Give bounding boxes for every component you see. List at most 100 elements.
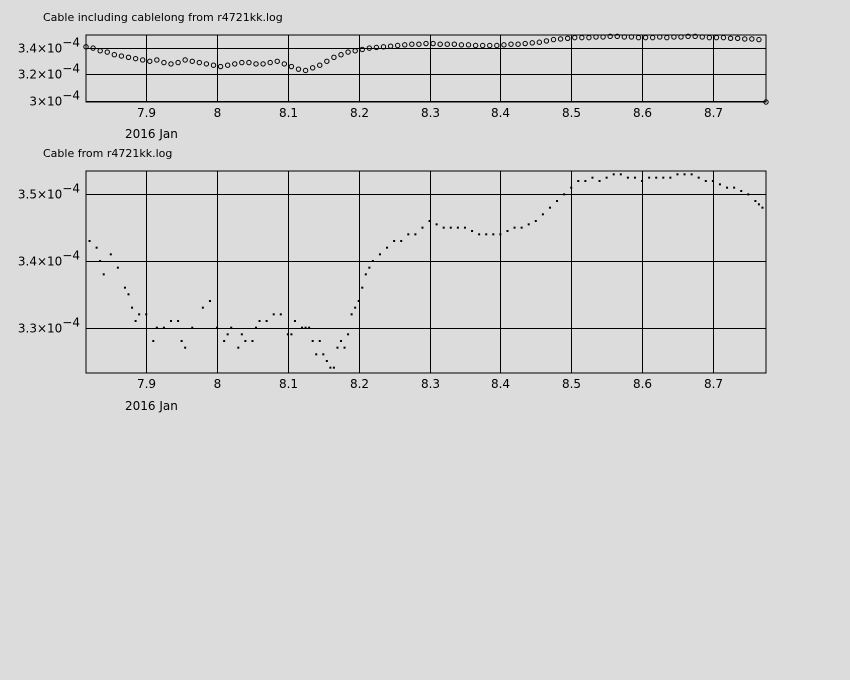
data-point [286,333,289,336]
top-data-points [83,33,769,105]
data-point [99,260,102,262]
data-point [336,346,339,349]
data-point [191,326,194,329]
data-point [676,173,679,176]
x-tick-label: 8.2 [350,377,369,391]
data-point [536,39,543,45]
data-point [699,34,705,40]
data-point [251,340,254,342]
x-tick-label: 8.4 [491,377,510,391]
data-point [704,180,707,182]
y-tick-exponent: −4 [62,316,80,330]
data-point [543,38,550,44]
y-tick-label: 3×10−4 [29,89,80,109]
data-point [311,340,314,342]
data-point [756,36,762,43]
data-point [671,34,677,40]
y-tick-mantissa: 3.5×10 [18,188,62,202]
data-point [619,173,622,176]
data-point [134,320,137,322]
x-tick-label: 8 [214,377,222,391]
data-point [366,45,373,51]
y-tick-mantissa: 3.2×10 [18,68,62,82]
data-point [246,59,252,66]
y-tick-mantissa: 3.3×10 [18,322,62,336]
y-tick-mantissa: 3.4×10 [18,42,62,56]
data-point [359,46,365,53]
data-point [295,66,302,72]
x-tick-label: 8 [214,106,222,120]
bottom-chart-panel: Cable from r4721kk.log 7.9 8 8.1 8.2 8.3 8.4 8… [18,147,767,413]
data-point [572,34,578,41]
data-point [614,33,620,40]
data-point [147,58,153,64]
data-point [501,42,507,48]
y-tick-exponent: −4 [62,249,80,263]
data-point [478,233,481,236]
data-point [90,45,96,51]
data-point [529,40,535,46]
data-point [548,206,551,209]
data-point [628,34,635,40]
data-point [662,176,665,179]
data-point [322,353,325,356]
data-point [557,36,564,42]
data-point [727,35,734,41]
data-point [272,313,275,316]
data-point [315,353,318,356]
data-point [690,173,693,176]
data-point [626,176,629,179]
data-point [485,233,488,236]
top-chart-title: Cable including cablelong from r4721kk.l… [43,11,283,24]
data-point [223,340,226,342]
data-point [757,203,760,206]
data-point [407,233,410,236]
data-point [416,41,422,47]
y-tick-exponent: −4 [62,182,80,196]
data-point [226,333,229,336]
data-point [435,223,438,226]
data-point [711,180,714,182]
data-point [506,230,509,232]
y-tick-exponent: −4 [62,62,80,76]
data-point [577,180,580,182]
top-grid [86,35,766,102]
data-point [635,34,642,41]
data-point [487,42,493,49]
data-point [706,34,713,41]
data-point [393,240,396,242]
data-point [132,55,139,62]
data-point [347,333,350,336]
data-point [182,57,188,63]
data-point [444,41,450,47]
data-point [414,233,417,236]
data-point [154,57,160,63]
data-point [400,240,403,242]
data-point [361,286,364,289]
data-point [368,266,371,269]
data-point [155,326,158,329]
data-point [456,226,459,229]
data-point [600,34,606,40]
bottom-y-tick-labels: 3.3×10−43.4×10−43.5×10−4 [18,182,80,336]
data-point [465,42,472,48]
data-point [260,61,266,67]
data-point [499,233,502,236]
data-point [208,300,211,302]
data-point [184,346,187,349]
x-tick-label: 8.3 [421,377,440,391]
data-point [584,180,587,182]
data-point [162,326,165,329]
data-point [428,220,431,222]
data-point [713,34,720,41]
data-point [240,333,243,336]
data-point [317,62,323,68]
data-point [754,200,757,202]
data-point [605,176,608,179]
y-tick-label: 3.5×10−4 [18,182,80,202]
x-tick-label: 8.6 [633,377,652,391]
data-point [386,246,389,249]
data-point [579,34,585,41]
data-point [180,340,183,342]
